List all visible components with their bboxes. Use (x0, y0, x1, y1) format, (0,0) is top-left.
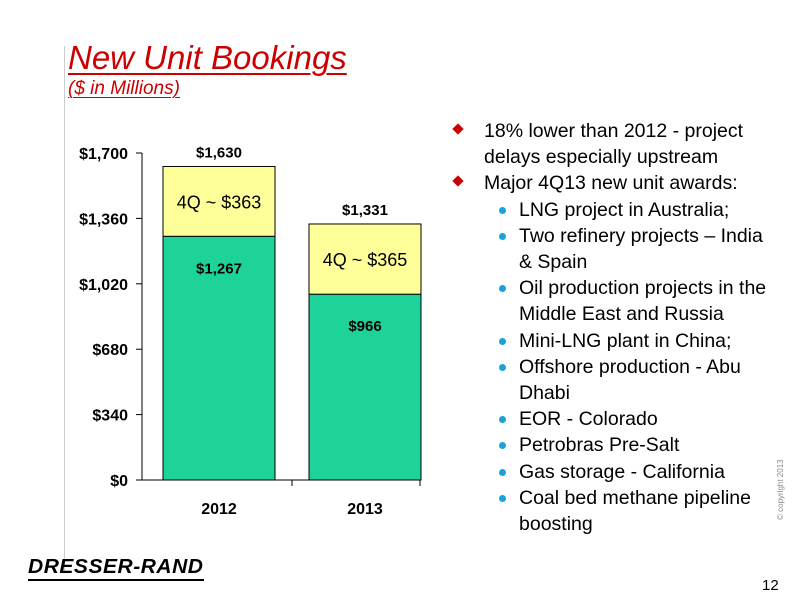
sub-bullet-item: Coal bed methane pipeline boosting (452, 485, 772, 537)
y-tick-label: $1,360 (79, 211, 128, 228)
title-block: New Unit Bookings ($ in Millions) (68, 40, 347, 100)
sub-bullet-item: Offshore production - Abu Dhabi (452, 354, 772, 406)
bar-total-label: $1,331 (342, 202, 388, 219)
slide-subtitle: ($ in Millions) (68, 78, 180, 99)
diamond-bullet-icon (452, 123, 464, 135)
bullet-text: Mini-LNG plant in China; (519, 329, 732, 352)
bullet-item: Major 4Q13 new unit awards: (452, 170, 772, 196)
sub-bullet-item: Two refinery projects – India & Spain (452, 223, 772, 275)
y-tick-label: $0 (110, 473, 128, 490)
dot-bullet-icon (499, 416, 506, 424)
sub-bullet-item: Mini-LNG plant in China; (452, 328, 772, 354)
bullet-text: 18% lower than 2012 - project delays esp… (484, 120, 744, 169)
dot-bullet-icon (499, 468, 506, 476)
y-tick-label: $1,700 (79, 146, 128, 163)
bullet-text: Coal bed methane pipeline boosting (519, 486, 752, 536)
sub-bullet-item: Oil production projects in the Middle Ea… (452, 275, 772, 327)
bullet-text: Oil production projects in the Middle Ea… (519, 277, 767, 326)
sub-bullet-item: Gas storage - California (452, 459, 772, 485)
y-tick-label: $1,020 (79, 277, 128, 294)
bullet-text: Two refinery projects – India & Spain (519, 224, 763, 274)
bar-value-label: $966 (348, 318, 381, 335)
slide-title: New Unit Bookings (68, 39, 347, 76)
bullet-text: Major 4Q13 new unit awards: (484, 172, 738, 195)
bar-4q-label: 4Q ~ $365 (323, 250, 408, 270)
dot-bullet-icon (499, 232, 506, 240)
left-border-line (64, 46, 65, 572)
sub-bullet-item: Petrobras Pre-Salt (452, 432, 772, 458)
sub-bullet-item: LNG project in Australia; (452, 197, 772, 223)
bar-segment (308, 223, 422, 295)
bullet-items: 18% lower than 2012 - project delays esp… (452, 118, 772, 537)
bar-segment (162, 235, 276, 481)
bullet-text: Offshore production - Abu Dhabi (519, 355, 741, 405)
y-tick-label: $340 (92, 408, 128, 425)
copyright-text: © copyright 2013 (776, 459, 785, 520)
sub-bullet-item: EOR - Colorado (452, 406, 772, 432)
bullet-text: Petrobras Pre-Salt (519, 434, 680, 457)
dot-bullet-icon (499, 285, 506, 293)
x-category-label: 2013 (347, 501, 383, 518)
bar-total-label: $1,630 (196, 144, 242, 161)
bar-segment (162, 165, 276, 237)
diamond-bullet-icon (452, 175, 464, 188)
bullet-text: EOR - Colorado (519, 408, 658, 431)
dot-bullet-icon (499, 337, 506, 345)
bullet-text: Gas storage - California (519, 460, 725, 483)
bullet-item: 18% lower than 2012 - project delays esp… (452, 118, 772, 170)
y-tick-label: $680 (92, 342, 128, 359)
bar-4q-label: 4Q ~ $363 (177, 192, 262, 212)
dresser-rand-logo: DRESSER-RAND (28, 556, 204, 578)
dot-bullet-icon (499, 494, 506, 502)
logo-underline (28, 579, 204, 581)
dot-bullet-icon (499, 206, 506, 214)
bookings-bar-chart: $0 $340 $680 $1,020 $1,360 $1,700 $1,267 4Q ~ $… (79, 144, 422, 518)
bar-segment (308, 293, 422, 481)
bullet-list: 18% lower than 2012 - project delays esp… (452, 118, 772, 537)
dot-bullet-icon (499, 363, 506, 371)
bullet-text: LNG project in Australia; (519, 198, 730, 221)
page-number: 12 (762, 577, 779, 594)
bar-value-label: $1,267 (196, 260, 242, 277)
dot-bullet-icon (499, 442, 506, 450)
x-category-label: 2012 (201, 501, 237, 518)
